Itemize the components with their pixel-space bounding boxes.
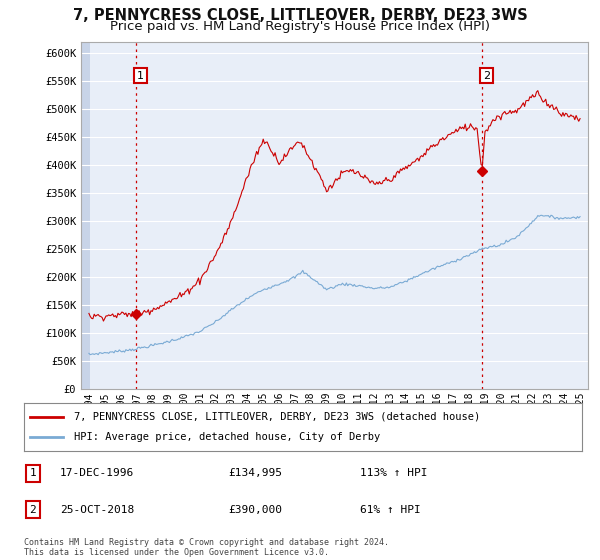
Text: Contains HM Land Registry data © Crown copyright and database right 2024.
This d: Contains HM Land Registry data © Crown c… <box>24 538 389 557</box>
Text: £390,000: £390,000 <box>228 505 282 515</box>
Text: 2: 2 <box>483 71 490 81</box>
Text: 7, PENNYCRESS CLOSE, LITTLEOVER, DERBY, DE23 3WS (detached house): 7, PENNYCRESS CLOSE, LITTLEOVER, DERBY, … <box>74 412 481 422</box>
Text: 17-DEC-1996: 17-DEC-1996 <box>60 468 134 478</box>
Text: 61% ↑ HPI: 61% ↑ HPI <box>360 505 421 515</box>
Text: Price paid vs. HM Land Registry's House Price Index (HPI): Price paid vs. HM Land Registry's House … <box>110 20 490 32</box>
Text: £134,995: £134,995 <box>228 468 282 478</box>
Text: 7, PENNYCRESS CLOSE, LITTLEOVER, DERBY, DE23 3WS: 7, PENNYCRESS CLOSE, LITTLEOVER, DERBY, … <box>73 8 527 24</box>
Text: 2: 2 <box>29 505 37 515</box>
Text: 1: 1 <box>29 468 37 478</box>
Text: 25-OCT-2018: 25-OCT-2018 <box>60 505 134 515</box>
Text: 113% ↑ HPI: 113% ↑ HPI <box>360 468 427 478</box>
Text: HPI: Average price, detached house, City of Derby: HPI: Average price, detached house, City… <box>74 432 380 442</box>
Text: 1: 1 <box>137 71 144 81</box>
